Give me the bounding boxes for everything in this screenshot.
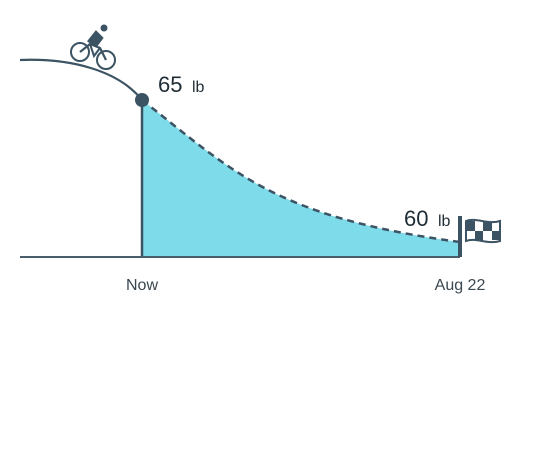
projection-dashed-line xyxy=(141,99,461,244)
projection-area xyxy=(142,100,460,257)
goal-weight-value: 60 xyxy=(404,206,428,231)
goal-weight-label: 60 lb xyxy=(404,206,450,231)
past-trajectory-line xyxy=(19,58,143,101)
cyclist-icon xyxy=(70,24,116,70)
current-weight-point xyxy=(135,93,149,107)
current-weight-unit: lb xyxy=(192,79,205,96)
goal-weight-unit: lb xyxy=(438,213,451,230)
x-tick-label-goal: Aug 22 xyxy=(435,277,486,294)
x-tick-label-now: Now xyxy=(126,277,158,294)
current-weight-value: 65 xyxy=(158,72,182,97)
current-weight-label: 65 lb xyxy=(158,72,204,97)
checkered-flag-icon xyxy=(465,218,501,244)
